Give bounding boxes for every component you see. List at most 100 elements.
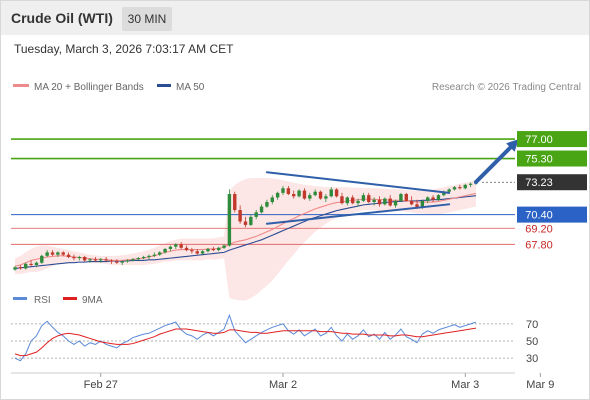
rsi-ma9-line: [14, 327, 477, 357]
candle-bullish: [206, 248, 210, 252]
candle-bullish: [13, 267, 17, 270]
candle-bullish: [152, 254, 157, 256]
candle-bullish: [468, 183, 473, 185]
candle-bearish: [190, 250, 194, 252]
rsi-line: [14, 313, 477, 362]
forecast-arrow-shaft: [473, 145, 513, 184]
instrument-title: Crude Oil (WTI): [11, 10, 113, 26]
ma9-legend-label: 9MA: [82, 295, 103, 306]
candle-bullish: [24, 263, 28, 269]
forecast-arrow-head: [506, 139, 519, 152]
candle-bearish: [233, 194, 237, 211]
candle-bearish: [18, 267, 23, 269]
ma50-legend-label: MA 50: [176, 82, 205, 93]
x-axis-label: Mar 9: [526, 379, 554, 391]
candle-bullish: [420, 200, 425, 208]
candle-bullish: [254, 212, 258, 217]
candle-bearish: [340, 196, 344, 204]
candle-bullish: [265, 202, 269, 207]
level-pivot-tag: [517, 206, 587, 223]
candle-bullish: [216, 247, 221, 251]
candle-bearish: [404, 194, 408, 201]
trendline-upper: [265, 171, 451, 194]
candle-bullish: [125, 260, 130, 262]
ma50-line: [14, 195, 477, 269]
rsi-legend-label: RSI: [34, 295, 51, 306]
candle-bearish: [179, 244, 183, 248]
candle-bullish: [372, 199, 376, 203]
candle-bullish: [120, 261, 124, 263]
level-current-tag: [517, 174, 587, 191]
level-pivot-label: 70.40: [525, 210, 553, 222]
candle-bullish: [88, 259, 92, 261]
candle-bullish: [324, 196, 328, 199]
level-resistance-label: 77.00: [525, 134, 553, 146]
candle-bearish: [415, 204, 419, 208]
candle-bullish: [259, 206, 264, 213]
level-resistance-label: 75.30: [525, 154, 553, 166]
candle-bullish: [281, 188, 285, 193]
candle-bullish: [399, 194, 403, 201]
candle-bullish: [356, 200, 360, 204]
candle-bullish: [77, 256, 82, 259]
candle-bullish: [200, 251, 205, 254]
candle-bearish: [50, 252, 55, 255]
candle-bearish: [350, 197, 355, 204]
candle-bullish: [361, 195, 366, 201]
level-resistance-tag: [517, 150, 587, 167]
header-bar: Crude Oil (WTI) 30 MIN: [1, 1, 589, 35]
candle-bullish: [275, 192, 280, 198]
ma50-legend-swatch: [157, 84, 171, 87]
rsi-tick-label: 30: [526, 353, 538, 365]
candle-bearish: [238, 210, 242, 222]
candle-bearish: [377, 199, 382, 205]
candle-bearish: [82, 256, 87, 261]
candle-bearish: [388, 198, 392, 206]
x-axis-label: Feb 27: [84, 379, 118, 391]
timeframe-button[interactable]: 30 MIN: [122, 7, 172, 31]
ma9-legend-swatch: [63, 297, 77, 300]
candle-bearish: [334, 189, 339, 197]
candle-bearish: [184, 247, 189, 251]
candle-bullish: [158, 252, 162, 255]
candle-bullish: [34, 262, 39, 265]
candle-bullish: [147, 255, 151, 257]
candle-bearish: [61, 252, 65, 255]
ma20-line: [14, 192, 477, 267]
candle-bullish: [249, 216, 253, 225]
candle-bearish: [431, 197, 435, 200]
rsi-tick-label: 70: [526, 319, 538, 331]
candle-bearish: [195, 251, 199, 254]
candle-bullish: [442, 191, 446, 196]
candle-bearish: [66, 254, 71, 257]
candle-bearish: [93, 259, 98, 261]
candle-bullish: [168, 246, 173, 249]
candle-bearish: [292, 194, 296, 197]
ma20-legend-label: MA 20 + Bollinger Bands: [34, 82, 144, 93]
candle-bearish: [367, 195, 371, 203]
candle-bearish: [29, 263, 33, 265]
level-support-label: 69.20: [525, 223, 553, 235]
level-resistance-tag: [517, 131, 587, 148]
candle-bullish: [222, 245, 226, 248]
candle-bullish: [136, 258, 140, 260]
candle-bearish: [211, 248, 216, 251]
candle-bullish: [297, 190, 301, 197]
candle-bearish: [409, 200, 414, 205]
candle-bullish: [426, 197, 430, 201]
x-axis-label: Mar 2: [269, 379, 297, 391]
candle-bullish: [163, 248, 167, 253]
candle-bearish: [115, 261, 119, 263]
level-support-label: 67.80: [525, 239, 553, 251]
candle-bearish: [109, 260, 114, 262]
candle-bullish: [436, 195, 441, 200]
candle-bearish: [72, 256, 76, 259]
candle-bullish: [463, 184, 467, 189]
level-current-label: 73.23: [525, 177, 553, 189]
candle-bullish: [40, 255, 44, 263]
timestamp: Tuesday, March 3, 2026 7:03:17 AM CET: [14, 42, 234, 56]
candle-bullish: [99, 259, 103, 261]
candle-bearish: [104, 259, 108, 261]
candle-bullish: [313, 191, 317, 196]
